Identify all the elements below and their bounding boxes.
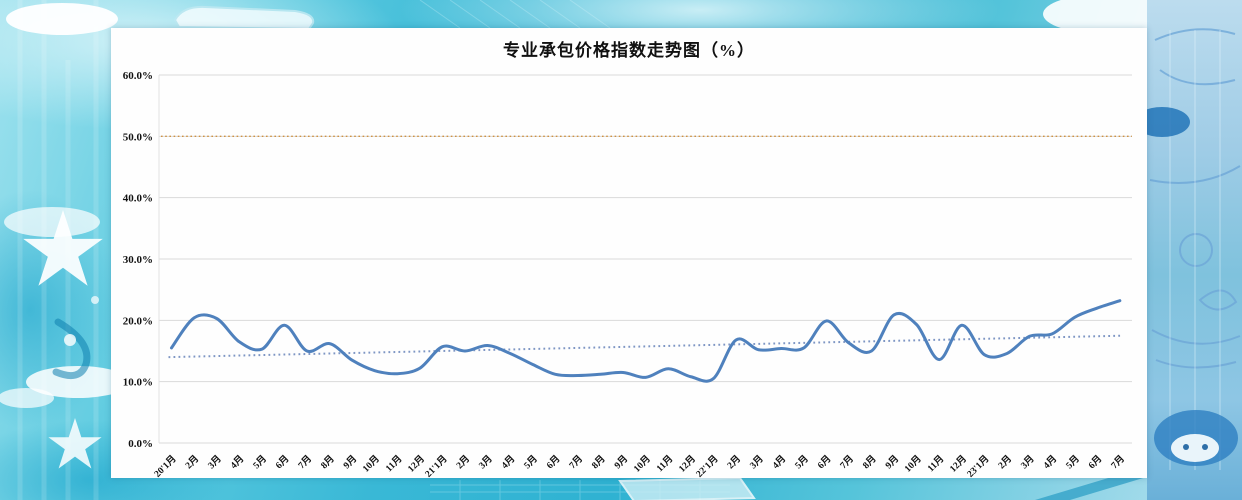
x-axis-label: 9月	[341, 453, 359, 471]
decor-sketch-lines	[1151, 329, 1241, 369]
decor-dot	[91, 296, 99, 304]
x-axis-label: 11月	[655, 453, 676, 474]
x-axis-label: 9月	[612, 453, 630, 471]
x-axis-label: 21'1月	[423, 453, 449, 478]
decor-character-face	[1171, 434, 1219, 462]
x-axis-label: 10月	[361, 453, 382, 474]
decor-dot	[64, 334, 76, 346]
decor-star-icon	[23, 210, 103, 286]
x-axis-label: 4月	[499, 453, 517, 471]
x-axis-label: 7月	[1109, 453, 1127, 471]
y-axis-label: 10.0%	[123, 377, 153, 389]
x-axis-label: 6月	[1087, 453, 1105, 471]
x-axis-label: 5月	[522, 453, 540, 471]
x-axis-label: 10月	[903, 453, 924, 474]
x-axis-label: 5月	[1064, 453, 1082, 471]
decor-swirl	[52, 318, 91, 380]
x-axis-label: 7月	[296, 453, 314, 471]
x-axis-label: 8月	[319, 453, 337, 471]
x-axis-label: 2月	[996, 453, 1014, 471]
chart-title: 专业承包价格指数走势图（%）	[503, 41, 755, 60]
x-axis-label: 2月	[454, 453, 472, 471]
x-axis-label: 22'1月	[694, 453, 720, 478]
x-axis-label: 7月	[567, 453, 585, 471]
x-axis-label: 7月	[838, 453, 856, 471]
trend-line	[168, 334, 1123, 359]
x-axis-label: 23'1月	[965, 453, 991, 478]
x-axis-label: 5月	[793, 453, 811, 471]
price-index-chart: 60.0% 50.0% 40.0% 30.0% 20.0% 10.0% 0.0% 20'1月 2…	[123, 70, 1132, 478]
x-axis-label: 6月	[816, 453, 834, 471]
y-axis-label: 60.0%	[123, 70, 153, 82]
decor-leaf	[1198, 289, 1238, 311]
decor-blob	[0, 388, 54, 408]
x-axis-label: 4月	[770, 453, 788, 471]
x-axis-label: 2月	[725, 453, 743, 471]
x-axis-label: 11月	[925, 453, 946, 474]
y-axis-label: 0.0%	[128, 438, 153, 450]
x-axis-label: 8月	[861, 453, 879, 471]
decor-eye-dot	[1183, 444, 1189, 450]
decor-blob	[26, 366, 130, 398]
x-axis-label: 5月	[251, 453, 269, 471]
x-axis-label: 4月	[1041, 453, 1059, 471]
x-axis-label: 10月	[632, 453, 653, 474]
x-axis-label: 4月	[228, 453, 246, 471]
x-axis-label: 2月	[183, 453, 201, 471]
decor-cloud	[4, 207, 100, 237]
y-axis-label: 50.0%	[123, 131, 153, 143]
decor-blob	[1043, 0, 1167, 34]
decor-star-icon	[48, 418, 102, 469]
chart-card: 专业承包价格指数走势图（%） 60.0% 50.0% 40.0% 30.0% 20.0%…	[111, 28, 1147, 478]
x-axis-label: 9月	[883, 453, 901, 471]
decor-sketch-boat	[173, 5, 315, 31]
x-axis-label: 3月	[206, 453, 224, 471]
decor-eye-dot	[1202, 444, 1208, 450]
decor-sketch-lines	[1149, 28, 1241, 184]
decor-swoosh	[1035, 476, 1150, 500]
x-axis-label: 3月	[1019, 453, 1037, 471]
price-index-line	[170, 299, 1122, 383]
x-axis-label: 3月	[748, 453, 766, 471]
decor-sketch-panel	[618, 476, 756, 500]
x-axis-label: 6月	[274, 453, 292, 471]
decor-dark-blob	[1134, 107, 1190, 137]
x-axis-label: 6月	[545, 453, 563, 471]
decor-streaks	[17, 0, 99, 500]
x-axis-label: 8月	[590, 453, 608, 471]
decor-circle	[1179, 233, 1213, 267]
x-axis-label: 3月	[477, 453, 495, 471]
decor-oval-doodle	[6, 3, 118, 35]
x-axis-label: 20'1月	[152, 453, 178, 478]
x-axis-label: 11月	[384, 453, 405, 474]
y-axis-label: 40.0%	[123, 193, 153, 205]
y-axis-label: 20.0%	[123, 315, 153, 327]
y-axis-label: 30.0%	[123, 254, 153, 266]
